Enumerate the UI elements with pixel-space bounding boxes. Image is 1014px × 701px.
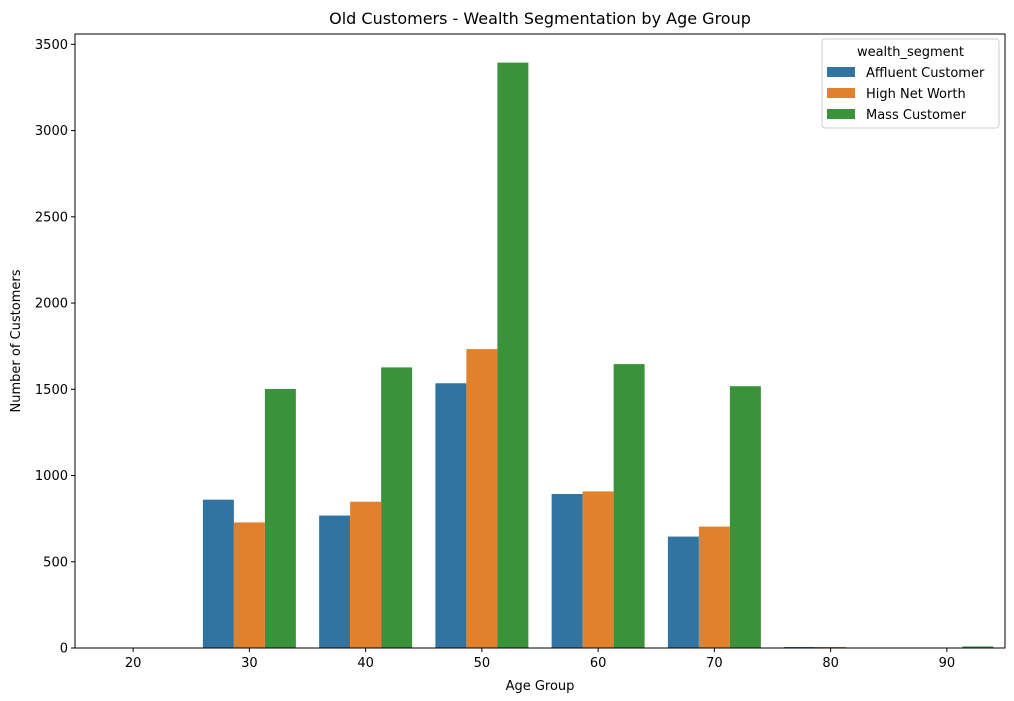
legend-label: Affluent Customer — [866, 66, 985, 81]
y-tick-label: 1500 — [35, 383, 68, 398]
x-tick-label: 40 — [357, 656, 374, 671]
bar-affluent-customer-40 — [319, 515, 351, 648]
legend: wealth_segment Affluent Customer High Net … — [821, 38, 1000, 129]
legend-swatch — [827, 109, 855, 119]
plot-area — [74, 33, 1006, 649]
y-tick-label: 3500 — [35, 38, 68, 53]
legend-title: wealth_segment — [857, 45, 964, 60]
legend-label: High Net Worth — [866, 87, 966, 102]
x-tick-label: 20 — [125, 656, 142, 671]
bar-high-net-worth-80 — [815, 646, 847, 648]
bar-high-net-worth-60 — [582, 491, 614, 648]
bar-high-net-worth-30 — [233, 522, 265, 648]
x-tick-label: 80 — [822, 656, 839, 671]
bar-high-net-worth-50 — [466, 349, 498, 648]
y-tick-label: 1000 — [35, 469, 68, 484]
bar-high-net-worth-40 — [350, 501, 382, 648]
y-axis-label: Number of Customers — [9, 269, 24, 412]
legend-label: Mass Customer — [866, 108, 967, 123]
legend-swatch — [827, 88, 855, 98]
x-tick-label: 90 — [939, 656, 956, 671]
bar-mass-customer-40 — [381, 367, 413, 648]
y-tick-label: 2000 — [35, 297, 68, 312]
y-tick-label: 500 — [43, 555, 68, 570]
y-axis: 0 500 1000 1500 2000 2500 3000 3500 — [35, 38, 75, 657]
chart-title: Old Customers - Wealth Segmentation by A… — [329, 9, 751, 28]
x-tick-label: 60 — [590, 656, 607, 671]
bar-mass-customer-90 — [962, 646, 994, 648]
bar-high-net-worth-70 — [698, 526, 730, 648]
x-tick-label: 50 — [474, 656, 491, 671]
bar-mass-customer-60 — [613, 364, 645, 648]
bar-mass-customer-70 — [729, 386, 761, 648]
x-axis: 20 30 40 50 60 70 80 90 — [125, 648, 955, 671]
bar-affluent-customer-70 — [667, 536, 699, 648]
bar-mass-customer-30 — [264, 388, 296, 648]
x-axis-label: Age Group — [506, 679, 575, 694]
y-tick-label: 2500 — [35, 210, 68, 225]
legend-swatch — [827, 67, 855, 77]
legend-box — [821, 38, 1000, 129]
bar-affluent-customer-60 — [551, 493, 583, 648]
bar-affluent-customer-80 — [784, 646, 816, 648]
bar-mass-customer-50 — [497, 62, 529, 648]
x-tick-label: 30 — [241, 656, 258, 671]
x-tick-label: 70 — [706, 656, 723, 671]
bar-affluent-customer-30 — [202, 499, 234, 648]
y-tick-label: 0 — [60, 642, 68, 657]
bar-affluent-customer-50 — [435, 383, 467, 648]
y-tick-label: 3000 — [35, 124, 68, 139]
plot-frame — [74, 33, 1006, 649]
